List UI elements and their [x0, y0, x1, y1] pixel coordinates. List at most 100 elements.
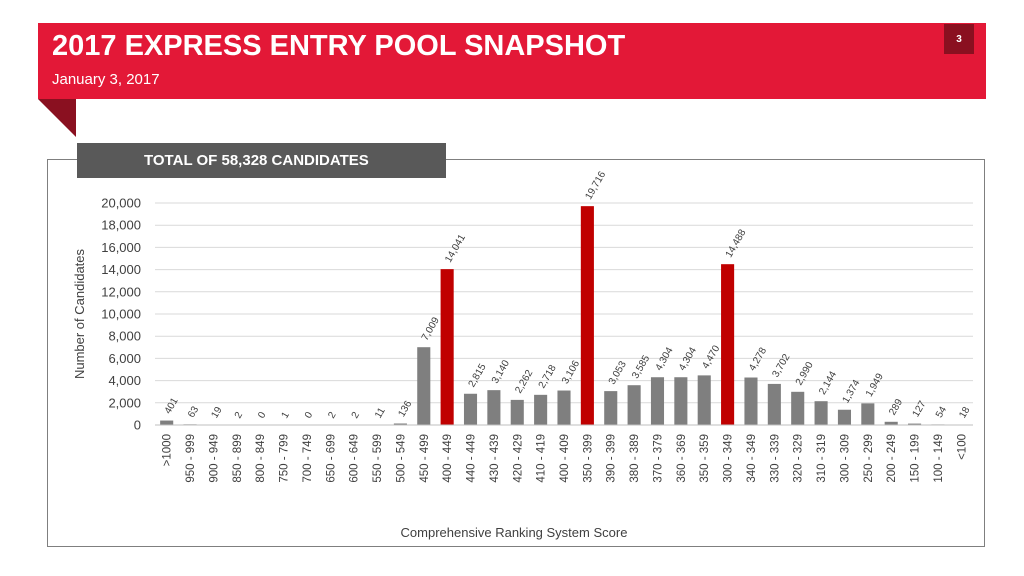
data-label: 2 [326, 410, 339, 421]
x-tick-label: >1000 [162, 434, 174, 466]
bar [697, 375, 711, 425]
bar [650, 377, 665, 425]
bar [510, 399, 524, 425]
y-tick-label: 0 [134, 418, 141, 433]
x-tick-label: 320 - 329 [793, 434, 805, 483]
bar [627, 385, 641, 425]
data-label: 1,374 [841, 378, 863, 406]
chart-frame [47, 159, 985, 547]
bar [861, 403, 875, 425]
y-tick-label: 10,000 [101, 307, 141, 322]
bar [814, 401, 828, 425]
data-label: 136 [396, 399, 414, 419]
data-label: 2,990 [794, 360, 816, 388]
x-tick-label: 410 - 419 [536, 434, 548, 483]
x-tick-label: 700 - 749 [302, 434, 314, 483]
data-label: 3,140 [490, 358, 512, 386]
x-tick-label: 370 - 379 [652, 434, 664, 483]
y-tick-label: 14,000 [101, 262, 141, 277]
data-label: 4,304 [677, 345, 699, 373]
x-axis-title: Comprehensive Ranking System Score [401, 525, 628, 540]
bar [674, 377, 688, 425]
x-tick-label: 100 - 149 [933, 434, 945, 483]
data-label: 3,106 [560, 358, 582, 386]
bar [744, 377, 758, 425]
y-axis-ticks: 0 2,000 4,000 6,000 8,000 10,000 12,000 14,000 1… [101, 196, 141, 433]
data-label: 3,585 [630, 353, 652, 381]
bar [393, 423, 407, 425]
bar [417, 347, 431, 425]
x-tick-label: 390 - 399 [606, 434, 618, 483]
data-label: 0 [256, 410, 269, 421]
bar [534, 394, 548, 425]
data-label: 2 [233, 410, 246, 421]
x-tick-label: <100 [956, 434, 968, 460]
x-tick-label: 350 - 399 [582, 434, 594, 483]
data-label: 18 [957, 405, 972, 421]
bar [160, 420, 174, 425]
x-axis-ticks: >1000 950 - 999 900 - 949 850 - 899 800 - 84… [162, 434, 969, 483]
data-label: 0 [303, 410, 316, 421]
y-tick-label: 2,000 [108, 395, 141, 410]
data-label: 4,470 [700, 343, 722, 371]
bar [440, 269, 454, 425]
data-label: 14,041 [443, 232, 468, 264]
x-tick-label: 340 - 349 [746, 434, 758, 483]
slide-title: 2017 EXPRESS ENTRY POOL SNAPSHOT [52, 30, 626, 62]
gridlines [155, 202, 973, 404]
x-tick-label: 400 - 409 [559, 434, 571, 483]
data-label: 11 [373, 406, 388, 421]
data-label: 63 [186, 404, 201, 420]
bar [463, 393, 478, 425]
title-banner [38, 23, 986, 99]
data-label: 289 [887, 397, 905, 417]
x-tick-label: 650 - 699 [325, 434, 337, 483]
x-tick-label: 350 - 359 [699, 434, 711, 483]
x-tick-label: 440 - 449 [466, 434, 478, 483]
data-label: 2,718 [537, 363, 559, 391]
data-label: 127 [911, 399, 929, 419]
data-label: 54 [934, 404, 949, 420]
data-label: 7,009 [420, 315, 442, 343]
bar [721, 264, 735, 425]
data-label: 401 [163, 396, 181, 416]
bars [160, 206, 968, 425]
y-tick-label: 4,000 [108, 373, 141, 388]
x-tick-label: 500 - 549 [395, 434, 407, 483]
x-tick-label: 550 - 599 [372, 434, 384, 483]
data-label: 19 [210, 405, 225, 421]
data-label: 3,053 [607, 359, 629, 387]
x-tick-label: 400 - 449 [442, 434, 454, 483]
y-tick-label: 16,000 [101, 240, 141, 255]
x-tick-label: 600 - 649 [349, 434, 361, 483]
bar [767, 383, 781, 425]
bar [884, 421, 898, 425]
data-label: 2,262 [513, 368, 535, 396]
page-number: 3 [944, 24, 974, 54]
y-tick-label: 12,000 [101, 284, 141, 299]
x-tick-label: 900 - 949 [208, 434, 220, 483]
x-tick-label: 360 - 369 [676, 434, 688, 483]
x-tick-label: 330 - 339 [769, 434, 781, 483]
x-tick-label: 750 - 799 [279, 434, 291, 483]
data-label: 2,144 [817, 369, 839, 397]
x-tick-label: 430 - 439 [489, 434, 501, 483]
x-tick-label: 300 - 309 [839, 434, 851, 483]
x-tick-label: 850 - 899 [232, 434, 244, 483]
bar [604, 391, 618, 425]
bar [557, 390, 571, 425]
x-tick-label: 420 - 429 [512, 434, 524, 483]
x-tick-label: 200 - 249 [886, 434, 898, 483]
y-axis-title: Number of Candidates [72, 248, 87, 379]
data-label: 1 [280, 410, 293, 421]
data-label: 2,815 [467, 362, 489, 390]
y-tick-label: 8,000 [108, 329, 141, 344]
y-tick-label: 20,000 [101, 196, 141, 211]
data-label: 2 [350, 410, 363, 421]
x-tick-label: 150 - 199 [910, 434, 922, 483]
x-tick-label: 450 - 499 [419, 434, 431, 483]
data-label: 1,949 [864, 371, 886, 399]
x-tick-label: 310 - 319 [816, 434, 828, 483]
bar [580, 206, 594, 425]
